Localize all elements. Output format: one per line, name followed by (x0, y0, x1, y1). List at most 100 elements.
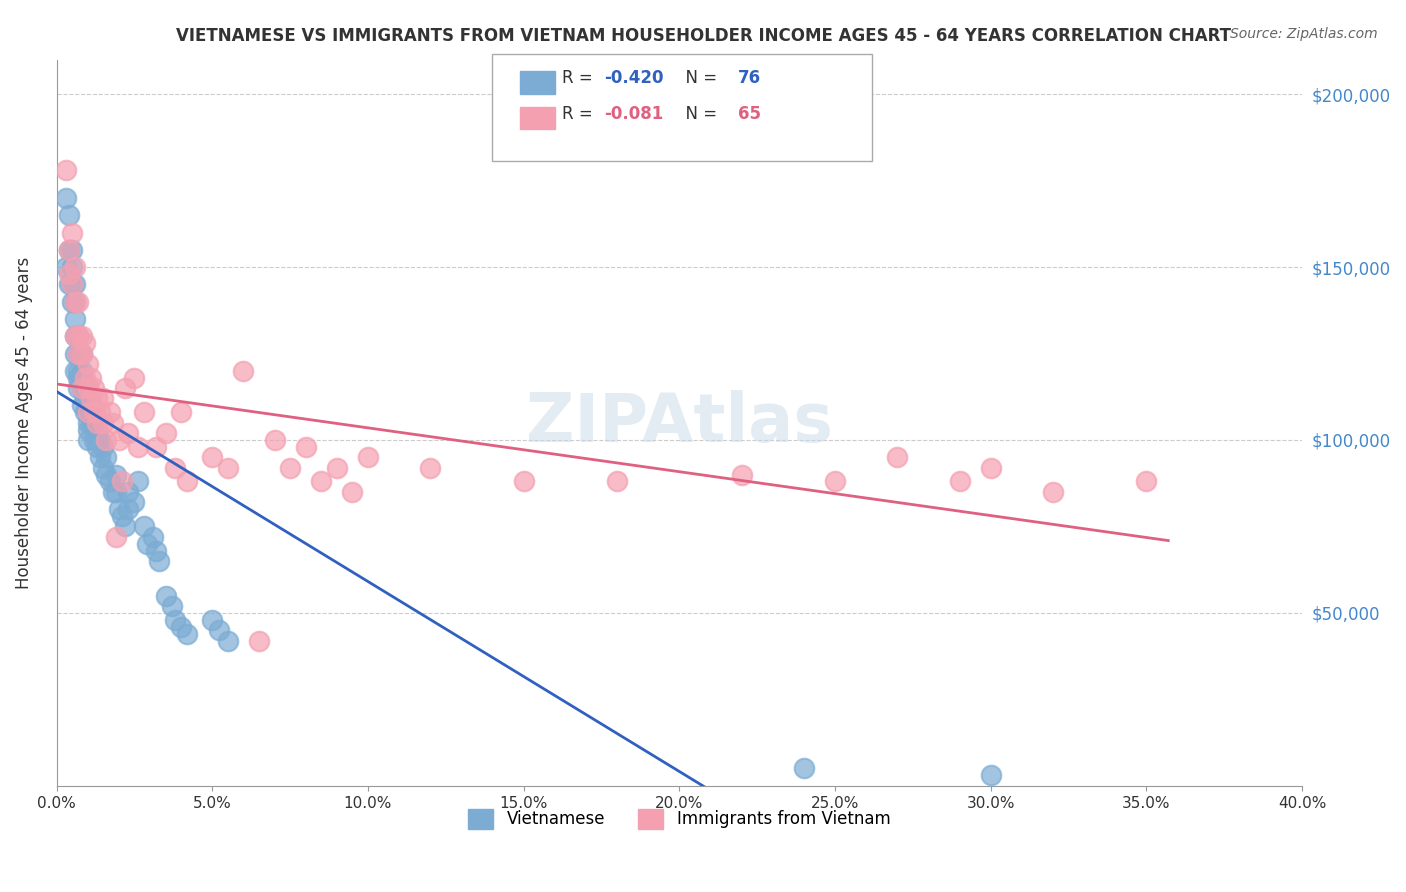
Point (80, 370, 103, 384)
Point (311, 475, 333, 489)
Point (101, 484, 124, 499)
Point (91, 440, 114, 454)
Point (76, 405, 98, 419)
Point (65, 329, 87, 343)
Point (58, 243, 80, 257)
Point (124, 370, 146, 384)
Point (89, 433, 111, 447)
Text: -0.081: -0.081 (605, 105, 664, 123)
Text: N =: N = (675, 105, 723, 123)
Point (170, 405, 193, 419)
Point (58, 277, 80, 292)
Point (294, 440, 316, 454)
Point (76, 392, 98, 406)
Point (65, 294, 87, 309)
Point (98, 405, 121, 419)
Point (73, 370, 96, 384)
Point (60, 260, 83, 274)
Point (70, 381, 93, 395)
Text: 76: 76 (738, 70, 761, 87)
Point (80, 416, 103, 430)
Point (127, 475, 149, 489)
Point (176, 475, 198, 489)
Point (114, 519, 136, 533)
Point (76, 405, 98, 419)
Point (65, 312, 87, 326)
Point (357, 450, 380, 465)
Point (65, 364, 87, 378)
Text: ZIPAtlas: ZIPAtlas (526, 390, 832, 456)
Point (96, 467, 118, 482)
Point (70, 329, 93, 343)
Point (135, 537, 157, 551)
Point (96, 433, 118, 447)
Text: Source: ZipAtlas.com: Source: ZipAtlas.com (1230, 27, 1378, 41)
Point (67, 346, 90, 360)
Point (155, 426, 177, 441)
Point (83, 433, 105, 447)
Point (58, 243, 80, 257)
Point (76, 381, 98, 395)
Point (160, 599, 183, 613)
Point (824, 475, 846, 489)
Point (67, 364, 90, 378)
Point (342, 484, 364, 499)
Point (104, 467, 127, 482)
Point (980, 768, 1002, 782)
Point (76, 433, 98, 447)
Text: N =: N = (675, 70, 723, 87)
Point (67, 370, 90, 384)
Point (91, 392, 114, 406)
Point (70, 370, 93, 384)
Point (98, 475, 121, 489)
Point (80, 405, 103, 419)
Point (73, 405, 96, 419)
Point (60, 294, 83, 309)
Point (207, 623, 229, 637)
Point (55, 260, 77, 274)
Point (67, 329, 90, 343)
Point (73, 381, 96, 395)
Point (67, 329, 90, 343)
Point (101, 416, 124, 430)
Point (145, 543, 167, 558)
Point (80, 392, 103, 406)
Point (176, 626, 198, 640)
Point (70, 346, 93, 360)
Point (83, 405, 105, 419)
Point (142, 530, 165, 544)
Point (65, 329, 87, 343)
Point (949, 475, 972, 489)
Point (104, 484, 127, 499)
Point (60, 243, 83, 257)
Point (60, 226, 83, 240)
Point (278, 460, 301, 475)
Point (606, 475, 628, 489)
Point (65, 277, 87, 292)
Point (886, 450, 908, 465)
Point (148, 554, 170, 568)
Point (76, 423, 98, 437)
Point (163, 460, 186, 475)
Point (73, 336, 96, 351)
Point (83, 416, 105, 430)
Text: -0.420: -0.420 (605, 70, 664, 87)
Point (70, 381, 93, 395)
Point (60, 277, 83, 292)
Point (55, 163, 77, 178)
Point (104, 530, 127, 544)
Point (117, 484, 139, 499)
Point (76, 381, 98, 395)
Text: R =: R = (562, 105, 599, 123)
Point (89, 405, 111, 419)
Point (86, 440, 108, 454)
Point (108, 433, 131, 447)
Point (89, 450, 111, 465)
Point (1042, 484, 1064, 499)
Point (1135, 475, 1157, 489)
Point (145, 440, 167, 454)
Point (419, 460, 441, 475)
Point (124, 495, 146, 509)
Point (163, 613, 186, 627)
Point (60, 277, 83, 292)
